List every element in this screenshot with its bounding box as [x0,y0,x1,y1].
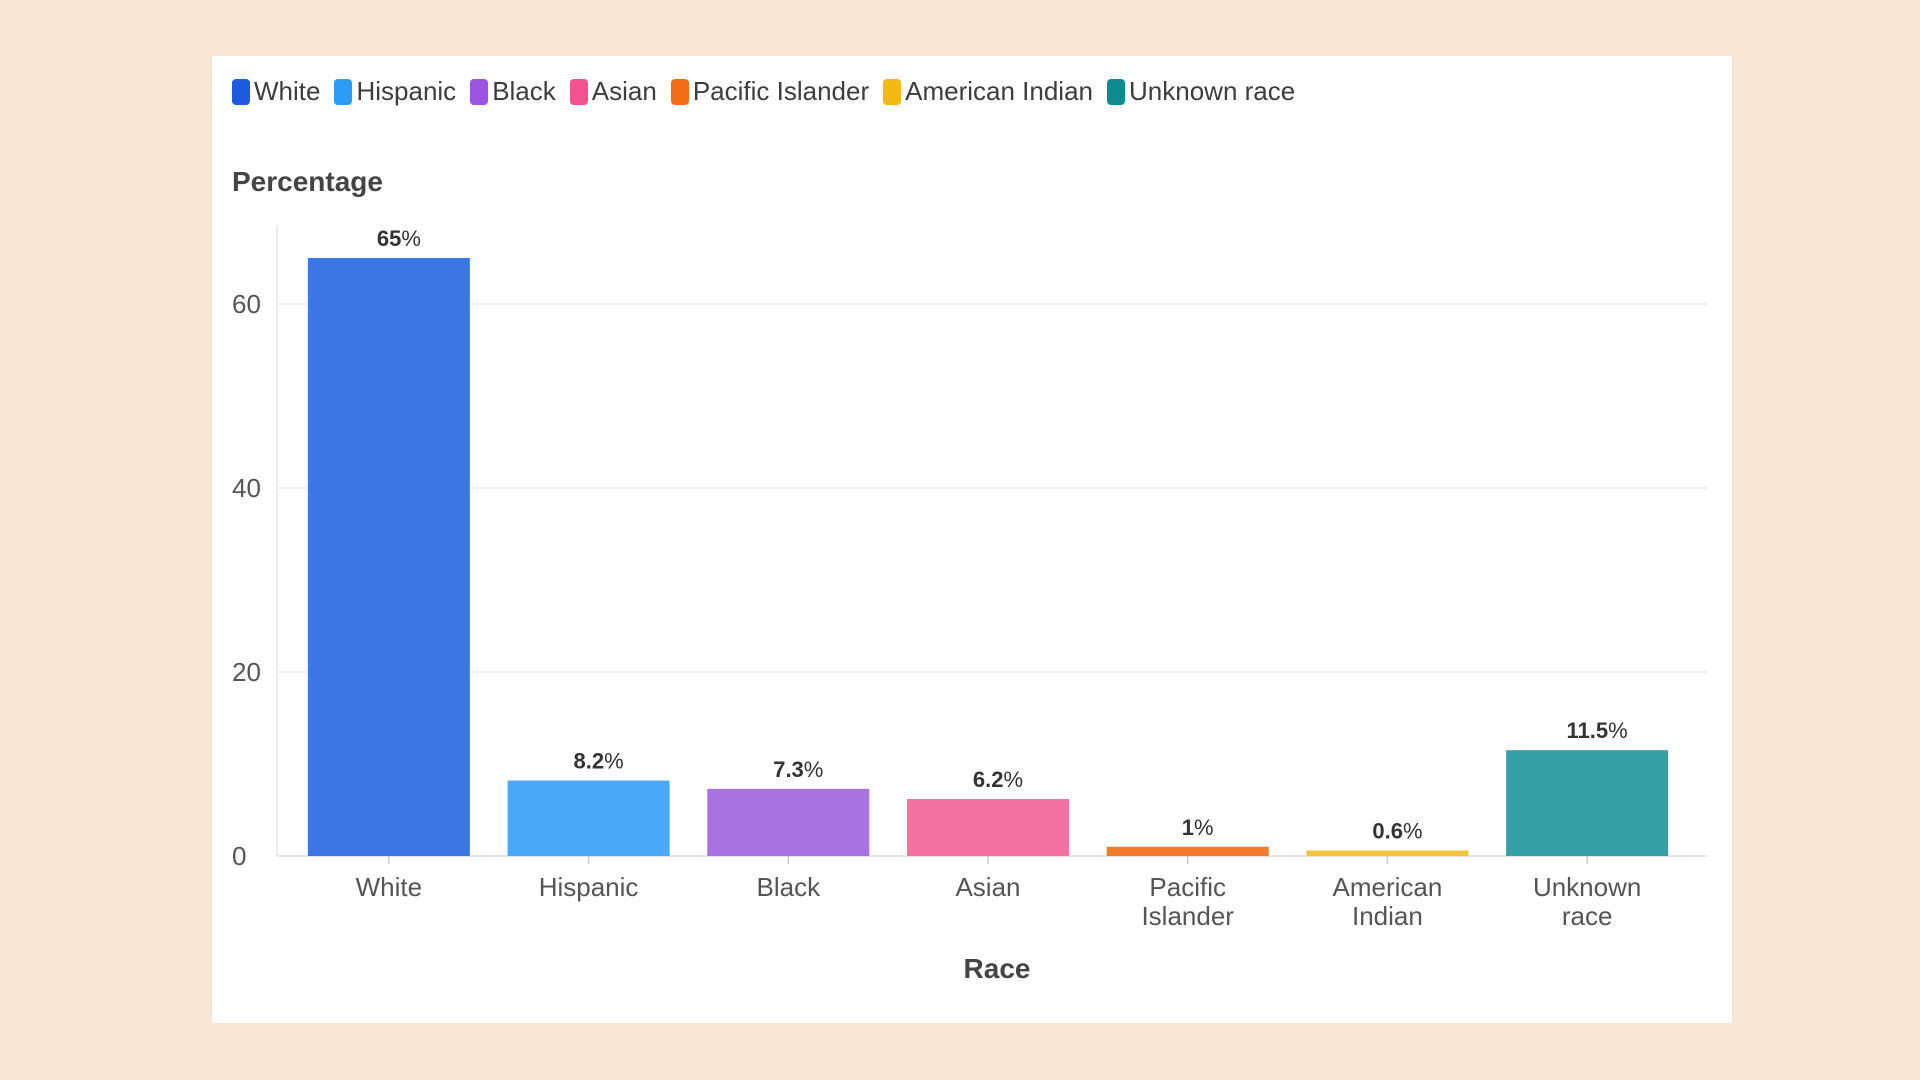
data-label: 11.5% [1567,718,1628,743]
legend-label: Unknown race [1129,76,1296,106]
legend-swatch [470,78,489,105]
x-axis-title: Race [964,953,1031,984]
chart-card: White Hispanic Black Asian Pacific Islander A… [212,56,1732,1023]
data-label: 7.3% [773,757,823,782]
legend-swatch [569,78,588,105]
legend-swatch [670,78,689,105]
legend-label: Hispanic [356,76,457,106]
legend-item-4[interactable]: Pacific Islander [670,76,870,107]
legend-swatch [1107,78,1126,105]
bar-asian [907,798,1069,856]
x-tick-label: Asian [955,872,1020,902]
legend-label: Pacific Islander [692,76,870,106]
y-tick-label: 0 [232,841,246,871]
legend-item-2[interactable]: Black [470,76,556,107]
bar-unknown-race [1506,750,1669,856]
legend-item-5[interactable]: American Indian [883,76,1093,107]
x-tick-label: American Indian [1333,872,1443,931]
x-tick-label: White [356,872,422,902]
bar-chart: 0 20 40 60 Percentage 65% White 8.2% Hispanic 7.3… [232,166,1707,984]
bar-hispanic [507,780,670,856]
legend-swatch [232,78,250,105]
bar-pacific-islander [1106,846,1269,856]
legend-item-6[interactable]: Unknown race [1107,76,1295,107]
legend-label: White [254,76,321,106]
y-tick-label: 40 [232,473,261,503]
bar-black [707,788,870,856]
y-tick-label: 60 [232,289,261,319]
legend-label: Asian [591,76,657,106]
legend-swatch [334,78,353,105]
legend-item-1[interactable]: Hispanic [334,76,456,107]
y-tick-label: 20 [232,657,261,687]
legend-item-0[interactable]: White [232,76,320,107]
bar-white [307,258,470,856]
legend-label: American Indian [905,76,1094,106]
chart-legend: White Hispanic Black Asian Pacific Islander A… [232,76,1295,107]
data-label: 6.2% [973,767,1023,792]
x-tick-label: Hispanic [539,872,639,902]
data-label: 65% [377,226,421,251]
y-axis-title: Percentage [232,166,383,197]
bar-american-indian [1306,850,1469,856]
x-tick-label: Black [756,872,821,902]
x-tick-label: Unknown race [1533,872,1641,931]
data-label: 8.2% [573,749,623,774]
data-label: 1% [1182,815,1214,840]
legend-item-3[interactable]: Asian [569,76,657,107]
legend-label: Black [492,76,556,106]
x-tick-label: Pacific Islander [1141,872,1234,931]
legend-swatch [883,78,902,105]
data-label: 0.6% [1372,818,1422,843]
